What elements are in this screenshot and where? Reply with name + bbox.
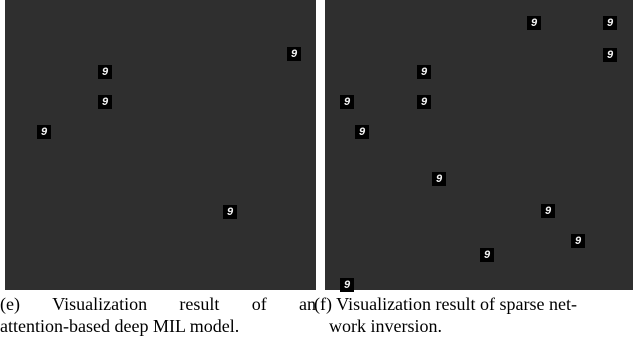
caption-e-line2: attention-based deep MIL model. xyxy=(0,316,240,336)
caption-e: (e) Visualization result of an attention… xyxy=(0,293,320,337)
caption-f: (f) Visualization result of sparse net- … xyxy=(314,293,633,337)
digit-patch: 9 xyxy=(603,16,617,30)
digit-patch: 9 xyxy=(355,125,369,139)
digit-patch: 9 xyxy=(37,125,51,139)
digit-patch: 9 xyxy=(223,205,237,219)
digit-patch: 9 xyxy=(432,172,446,186)
digit-patch: 9 xyxy=(98,65,112,79)
caption-f-line1: (f) Visualization result of sparse net- xyxy=(314,294,578,314)
digit-patch: 9 xyxy=(603,48,617,62)
digit-patch: 9 xyxy=(480,248,494,262)
digit-patch: 9 xyxy=(340,278,354,292)
digit-patch: 9 xyxy=(340,95,354,109)
digit-patch: 9 xyxy=(541,204,555,218)
caption-word: an xyxy=(298,294,316,314)
caption-e-line1: (e) Visualization result of an xyxy=(0,293,316,315)
digit-patch: 9 xyxy=(417,65,431,79)
visualization-panel-f: 9 9 9 9 9 9 9 9 9 9 9 9 xyxy=(325,0,633,292)
caption-word: Visualization xyxy=(52,294,148,314)
digit-patch: 9 xyxy=(287,47,301,61)
digit-patch: 9 xyxy=(527,16,541,30)
caption-word: (e) xyxy=(0,294,20,314)
caption-word: result xyxy=(179,294,220,314)
digit-patch: 9 xyxy=(417,95,431,109)
caption-word: of xyxy=(251,294,267,314)
caption-f-line2: work inversion. xyxy=(329,316,442,336)
digit-patch: 9 xyxy=(98,95,112,109)
visualization-panel-e: 9 9 9 9 9 xyxy=(5,0,316,290)
digit-patch: 9 xyxy=(571,234,585,248)
